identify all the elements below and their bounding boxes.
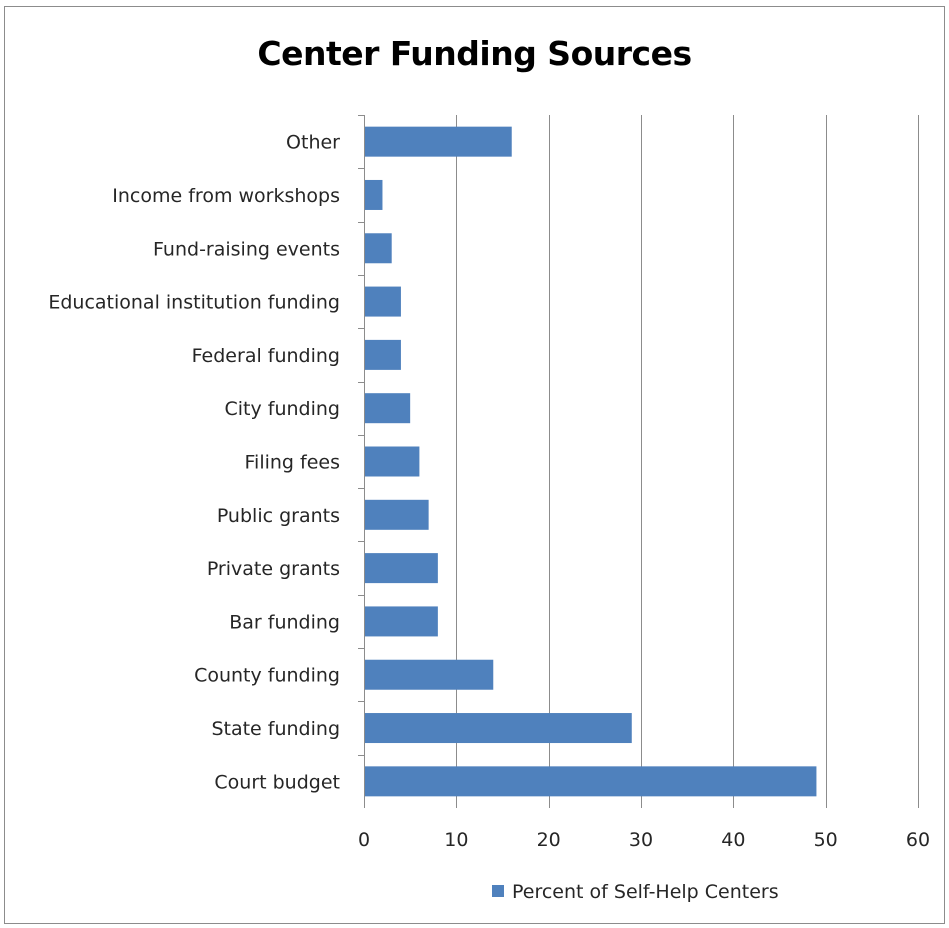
category-label: Court budget (214, 771, 340, 793)
x-tick-label: 30 (629, 829, 653, 851)
category-label: Federal funding (192, 345, 340, 367)
category-label: County funding (194, 665, 340, 687)
bar (365, 446, 420, 477)
legend-label: Percent of Self-Help Centers (512, 881, 779, 903)
bar (365, 606, 438, 637)
category-label: Private grants (207, 558, 340, 580)
category-label: City funding (225, 398, 341, 420)
bar (365, 553, 438, 584)
bar (365, 286, 401, 317)
x-tick-label: 10 (444, 829, 468, 851)
bar (365, 713, 632, 744)
bar (365, 393, 411, 424)
legend-swatch (492, 885, 504, 897)
category-label: Income from workshops (112, 185, 340, 207)
x-tick-label: 20 (537, 829, 561, 851)
bar (365, 126, 512, 157)
category-label: Filing fees (245, 452, 341, 474)
category-label: Educational institution funding (48, 292, 340, 314)
bar (365, 659, 494, 690)
category-label: Fund-raising events (153, 238, 340, 260)
x-tick-label: 0 (358, 829, 370, 851)
chart-title: Center Funding Sources (257, 34, 692, 73)
category-label: Bar funding (229, 611, 340, 633)
category-label: Public grants (217, 505, 340, 527)
bar (365, 179, 383, 210)
bar (365, 339, 401, 370)
x-tick-label: 60 (906, 829, 930, 851)
category-label: State funding (211, 718, 340, 740)
x-tick-label: 40 (721, 829, 745, 851)
bar (365, 233, 392, 264)
category-label: Other (286, 132, 340, 154)
bar (365, 766, 817, 797)
x-tick-label: 50 (814, 829, 838, 851)
bar (365, 499, 429, 530)
